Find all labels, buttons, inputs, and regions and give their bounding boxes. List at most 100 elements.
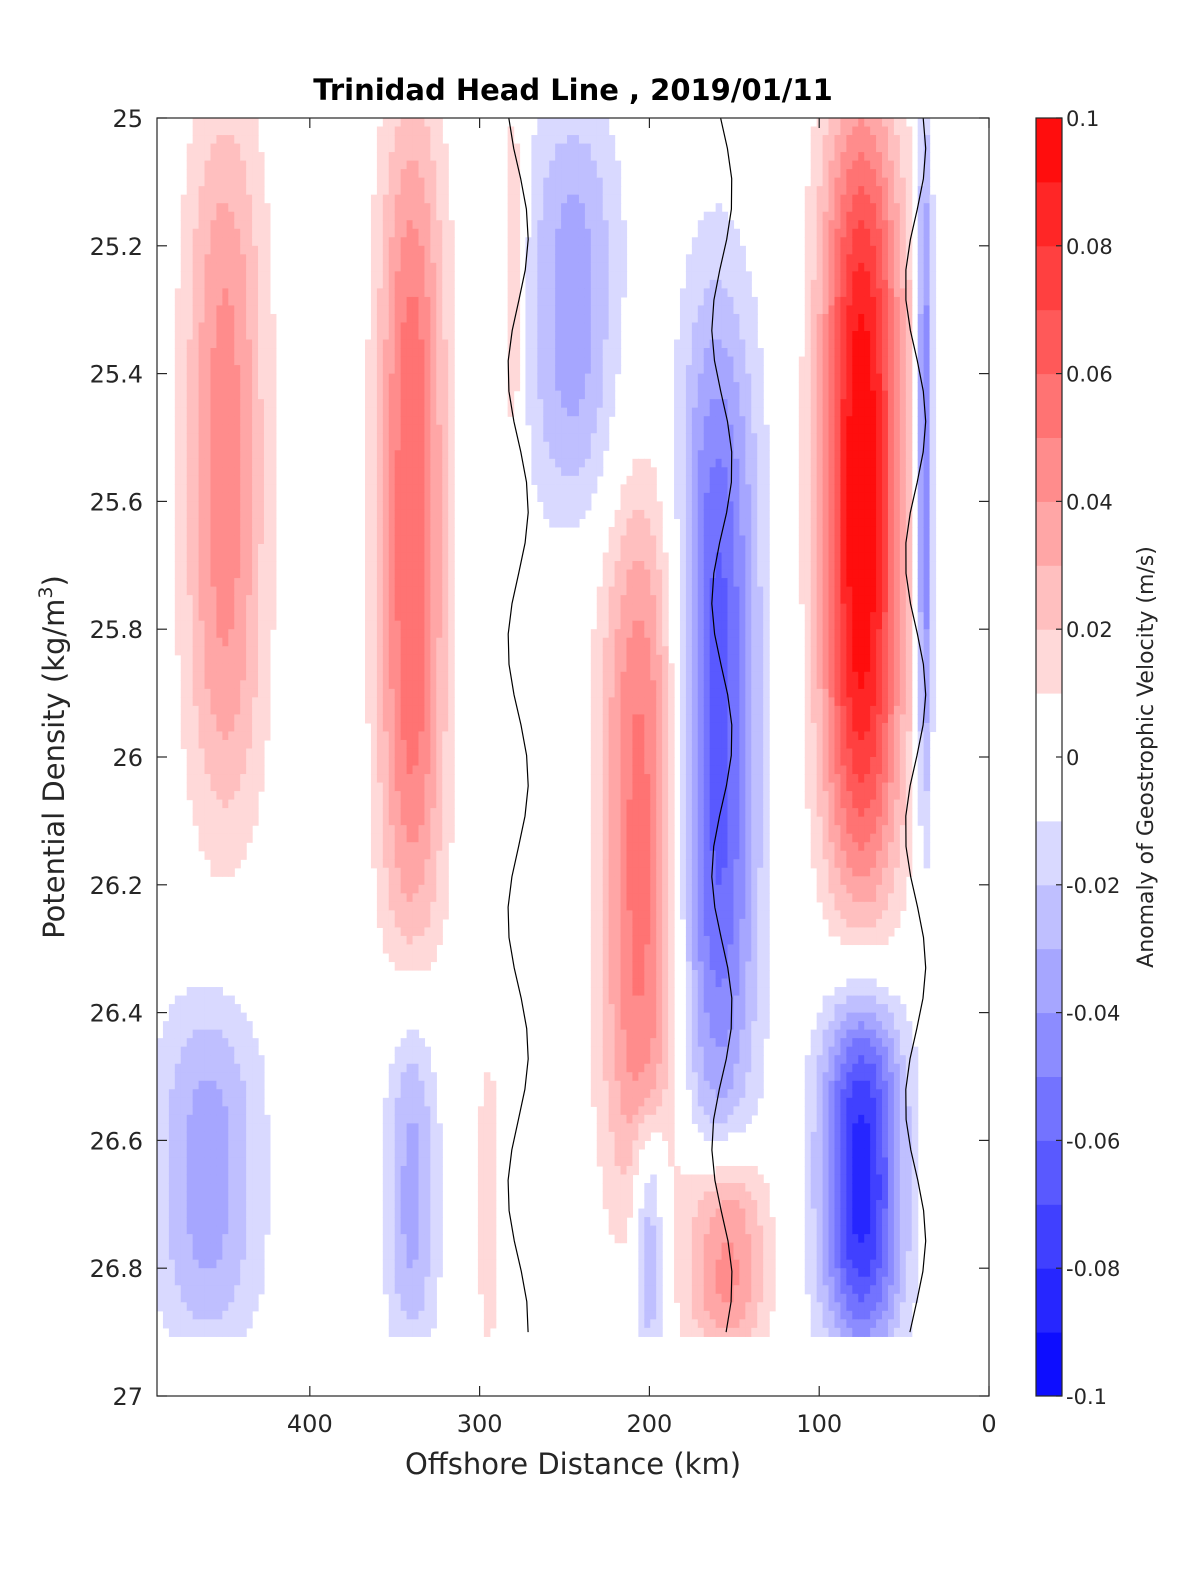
field-cell [228, 697, 235, 707]
field-cell [590, 646, 598, 656]
field-cell [567, 518, 574, 528]
field-cell [418, 1200, 426, 1210]
field-cell [424, 952, 431, 963]
field-cell [388, 1242, 396, 1252]
field-cell [228, 1046, 235, 1056]
field-cell [365, 663, 372, 673]
field-cell [602, 876, 610, 886]
field-cell [424, 296, 431, 307]
field-cell [418, 1114, 426, 1124]
field-cell [234, 603, 241, 613]
field-cell [394, 1089, 402, 1099]
field-cell [216, 1106, 223, 1116]
field-cell [382, 918, 390, 928]
field-cell [222, 1319, 229, 1329]
field-cell [608, 1131, 616, 1141]
field-cell [394, 629, 402, 639]
field-cell [186, 680, 194, 690]
field-cell [234, 654, 241, 664]
field-cell [406, 152, 414, 162]
field-cell [234, 1097, 241, 1107]
field-cell [507, 245, 515, 255]
field-cell [376, 884, 384, 894]
field-cell [228, 782, 235, 792]
field-cell [216, 177, 223, 187]
field-cell [168, 1302, 176, 1312]
field-cell [210, 1251, 218, 1261]
field-cell [186, 220, 194, 230]
field-cell [620, 526, 628, 537]
field-cell [578, 365, 586, 375]
field-cell [406, 739, 414, 750]
field-cell [240, 1114, 247, 1124]
field-cell [192, 586, 200, 596]
field-cell [537, 288, 544, 298]
field-cell [198, 1004, 206, 1014]
field-cell [602, 433, 610, 443]
field-cell [507, 313, 515, 324]
field-cell [584, 245, 592, 255]
field-cell [412, 893, 420, 903]
field-cell [192, 331, 200, 341]
field-cell [573, 373, 580, 383]
field-cell [228, 1174, 235, 1184]
field-cell [596, 1055, 604, 1065]
field-cell [192, 1097, 200, 1107]
field-cell [406, 450, 414, 460]
field-cell [608, 1063, 616, 1073]
field-cell [222, 680, 229, 690]
field-cell [394, 935, 402, 946]
field-cell [240, 1021, 247, 1031]
field-cell [216, 808, 223, 818]
field-cell [246, 603, 253, 613]
field-cell [578, 382, 586, 392]
field-cell [614, 944, 622, 954]
field-cell [240, 1217, 247, 1227]
field-cell [168, 1234, 176, 1244]
field-cell [406, 833, 414, 843]
field-cell [162, 1293, 170, 1303]
field-cell [198, 637, 206, 647]
field-cell [157, 1251, 164, 1261]
field-cell [442, 382, 449, 392]
field-cell [198, 1021, 206, 1031]
field-cell [614, 748, 622, 758]
field-cell [418, 203, 426, 213]
field-cell [240, 518, 247, 528]
field-cell [198, 492, 206, 502]
field-cell [596, 1063, 604, 1073]
field-cell [157, 1123, 164, 1133]
field-cell [483, 1310, 491, 1320]
field-cell [388, 671, 396, 681]
field-cell [620, 1072, 628, 1082]
field-cell [240, 194, 247, 204]
field-cell [168, 1225, 176, 1235]
field-cell [246, 382, 253, 392]
field-cell [602, 118, 610, 128]
field-cell [578, 203, 586, 213]
field-cell [370, 296, 378, 307]
field-cell [531, 305, 538, 315]
field-cell [608, 944, 616, 954]
field-cell [222, 612, 229, 622]
field-cell [382, 279, 390, 289]
field-cell [584, 126, 592, 136]
field-cell [412, 356, 420, 366]
field-cell [412, 1302, 420, 1312]
field-cell [430, 407, 437, 417]
field-cell [186, 1327, 194, 1337]
field-cell [222, 595, 229, 605]
field-cell [382, 262, 390, 272]
field-cell [370, 475, 378, 485]
field-cell [186, 1183, 194, 1193]
field-cell [418, 1302, 426, 1312]
field-cell [549, 118, 556, 128]
field-cell [602, 697, 610, 707]
field-cell [192, 1327, 200, 1337]
field-cell [543, 177, 550, 187]
field-cell [234, 850, 241, 860]
field-cell [198, 160, 206, 170]
field-cell [370, 492, 378, 502]
field-cell [234, 620, 241, 630]
field-cell [388, 1080, 396, 1090]
